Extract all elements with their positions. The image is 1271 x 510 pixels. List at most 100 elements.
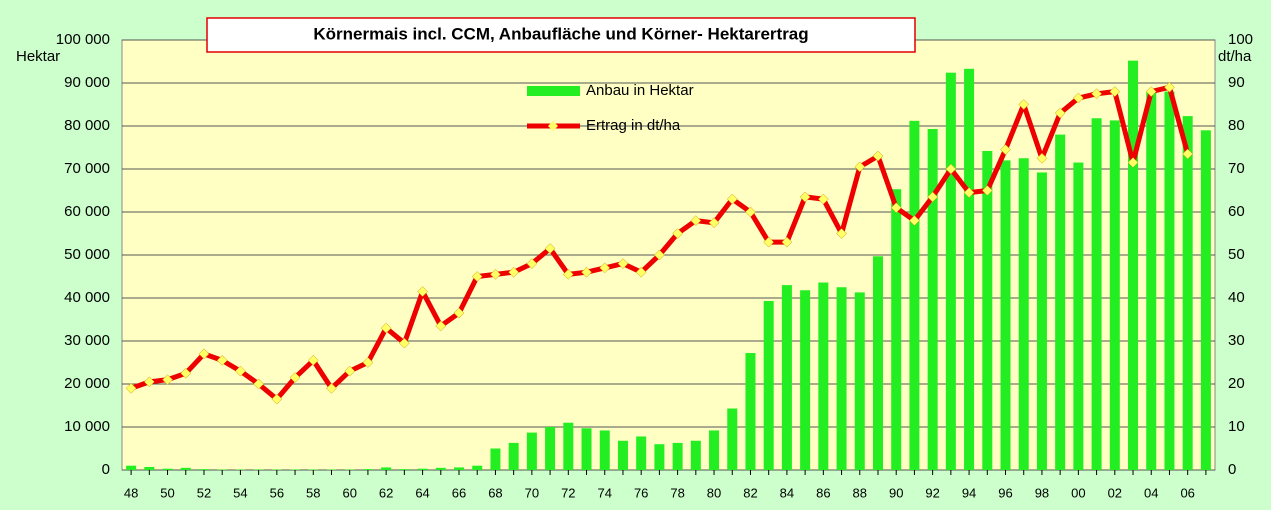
- line-marker: [599, 262, 611, 274]
- line-marker: [289, 372, 301, 383]
- bar: [362, 469, 373, 470]
- line-marker: [399, 337, 410, 349]
- x-tick-label: 48: [124, 485, 138, 500]
- line-marker: [235, 365, 246, 377]
- line-marker: [271, 393, 283, 405]
- line-marker: [1109, 86, 1121, 97]
- y-tick-label: 70 000: [64, 160, 110, 177]
- x-tick-label: 70: [525, 485, 539, 500]
- bar: [1164, 91, 1175, 470]
- line-marker: [1091, 88, 1102, 100]
- y-tick-label: 100 000: [56, 31, 110, 48]
- bar: [1055, 134, 1066, 470]
- line-marker: [1164, 81, 1175, 93]
- line-marker: [1182, 148, 1194, 160]
- line-marker: [909, 215, 920, 226]
- bar: [872, 256, 883, 470]
- y-tick-label: 0: [102, 461, 110, 478]
- x-tick-label: 06: [1180, 485, 1194, 500]
- line-marker: [854, 161, 866, 173]
- x-tick-label: 82: [743, 485, 757, 500]
- legend-swatch: [527, 86, 580, 96]
- x-tick-label: 68: [488, 485, 502, 500]
- bar: [545, 427, 556, 470]
- bar: [144, 466, 155, 470]
- title-box: [206, 17, 916, 53]
- y2-axis-label: dt/ha: [1218, 48, 1252, 65]
- line-marker: [581, 266, 592, 278]
- line-marker: [1073, 92, 1084, 104]
- bar: [126, 465, 137, 470]
- line-marker: [526, 258, 538, 269]
- y-tick-label: 50 000: [64, 246, 110, 263]
- line-marker: [1036, 152, 1048, 164]
- line-marker: [745, 206, 756, 218]
- line-marker: [562, 268, 574, 280]
- line-marker: [927, 191, 938, 203]
- y2-tick-label: 10: [1228, 418, 1245, 435]
- bar: [854, 292, 865, 470]
- line-marker: [654, 249, 665, 261]
- bar: [800, 290, 811, 470]
- x-tick-label: 94: [962, 485, 976, 500]
- bar: [1128, 60, 1139, 470]
- line-marker: [836, 228, 847, 239]
- x-tick-label: 80: [707, 485, 721, 500]
- bar: [781, 285, 792, 470]
- x-tick-label: 78: [670, 485, 684, 500]
- line-marker: [872, 150, 884, 162]
- line-marker: [180, 367, 192, 379]
- bar: [1018, 158, 1029, 470]
- y2-tick-label: 60: [1228, 203, 1245, 220]
- y2-tick-label: 40: [1228, 289, 1245, 306]
- y-tick-label: 90 000: [64, 74, 110, 91]
- bar: [526, 432, 537, 470]
- line-marker: [326, 382, 337, 394]
- line-marker: [253, 378, 264, 390]
- line-marker: [981, 185, 993, 196]
- bar: [180, 467, 191, 470]
- line-marker: [726, 193, 738, 205]
- x-tick-label: 52: [197, 485, 211, 500]
- bar: [508, 442, 519, 470]
- bar: [909, 120, 920, 470]
- legend-label: Ertrag in dt/ha: [586, 117, 681, 134]
- bar: [1200, 130, 1211, 471]
- line-marker: [435, 320, 447, 332]
- line-marker: [380, 322, 392, 334]
- bar: [891, 189, 902, 470]
- line-marker: [635, 266, 647, 278]
- bar: [672, 442, 683, 470]
- x-tick-label: 72: [561, 485, 575, 500]
- y-tick-label: 30 000: [64, 332, 110, 349]
- x-tick-label: 00: [1071, 485, 1085, 500]
- x-tick-label: 74: [598, 485, 612, 500]
- line-marker: [817, 193, 829, 205]
- y-tick-label: 20 000: [64, 375, 110, 392]
- y2-tick-label: 70: [1228, 160, 1245, 177]
- y-axis-label: Hektar: [16, 48, 60, 65]
- bar: [1000, 160, 1011, 470]
- bar: [927, 129, 938, 470]
- x-tick-label: 90: [889, 485, 903, 500]
- x-tick-label: 04: [1144, 485, 1158, 500]
- line-marker: [198, 348, 210, 360]
- x-tick-label: 50: [160, 485, 174, 500]
- line-marker: [344, 365, 356, 377]
- line-marker: [143, 376, 155, 388]
- y2-tick-label: 100: [1228, 31, 1253, 48]
- line-marker: [690, 215, 702, 226]
- line-marker: [362, 357, 374, 368]
- line-marker: [453, 307, 465, 319]
- line-marker: [162, 374, 173, 386]
- line-marker: [672, 228, 683, 239]
- x-tick-label: 54: [233, 485, 247, 500]
- y2-tick-label: 20: [1228, 375, 1245, 392]
- y-tick-label: 10 000: [64, 418, 110, 435]
- line-marker: [781, 236, 793, 248]
- x-tick-label: 84: [780, 485, 794, 500]
- line-marker: [544, 243, 556, 254]
- line-marker: [471, 271, 483, 282]
- bar: [490, 448, 501, 470]
- chart-title: Körnermais incl. CCM, Anbaufläche und Kö…: [313, 24, 808, 43]
